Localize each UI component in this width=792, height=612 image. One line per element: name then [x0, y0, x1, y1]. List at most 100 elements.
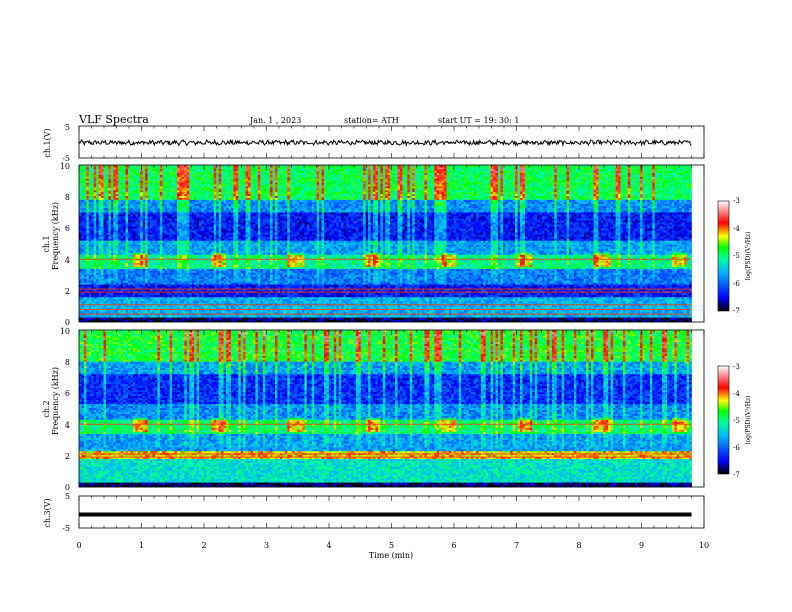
spectrogram-cell	[635, 315, 638, 317]
spectrogram-cell	[601, 311, 604, 313]
spectrogram-cell	[454, 311, 457, 313]
spectrogram-cell	[258, 315, 261, 317]
spectrogram-cell	[344, 315, 347, 317]
spectrogram-cell	[199, 315, 202, 317]
spectrogram-cell	[385, 315, 388, 317]
spectrogram-cell	[94, 317, 97, 320]
spectrogram-cell	[282, 317, 285, 320]
spectrogram-cell	[415, 311, 418, 313]
spectrogram-cell	[569, 317, 572, 320]
spectrogram-cell	[385, 317, 388, 320]
spectrogram-cell	[153, 311, 156, 313]
spectrogram-cell	[179, 311, 182, 313]
spectrogram-cell	[86, 317, 89, 320]
spectrogram-cell	[491, 311, 494, 313]
spectrogram-cell	[84, 315, 87, 317]
spectrogram-cell	[393, 315, 396, 317]
spectrogram-cell	[339, 317, 342, 320]
spectrogram-cell	[439, 315, 442, 317]
spectrogram-cell	[96, 317, 99, 320]
spectrogram-cell	[655, 311, 658, 313]
spectrogram-cell	[170, 315, 173, 317]
spectrogram-cell	[216, 311, 219, 313]
spectrogram-cell	[233, 315, 236, 317]
spectrogram-cell	[351, 317, 354, 320]
spectrogram-cell	[148, 311, 151, 313]
spectrogram-cell	[113, 311, 116, 313]
spectrogram-cell	[562, 315, 565, 317]
spectrogram-cell	[469, 317, 472, 320]
spectrogram-cell	[571, 315, 574, 317]
ch1-voltage-ytick-top: 5	[65, 123, 70, 132]
spectrogram-cell	[594, 317, 597, 320]
spectrogram-cell	[297, 315, 300, 317]
spectrogram-cell	[204, 317, 207, 320]
spectrogram-cell	[145, 315, 148, 317]
spectrogram-cell	[630, 311, 633, 313]
spectrogram-cell	[155, 317, 158, 320]
spectrogram-cell	[260, 311, 263, 313]
spectrogram-cell	[623, 315, 626, 317]
spectrogram-cell	[625, 317, 628, 320]
spectrogram-cell	[537, 317, 540, 320]
spectrogram-cell	[564, 315, 567, 317]
spectrogram-cell	[126, 317, 129, 320]
spectrogram-cell	[167, 315, 170, 317]
spectrogram-cell	[635, 317, 638, 320]
spectrogram-cell	[182, 311, 185, 313]
spectrogram-cell	[682, 317, 685, 320]
spectrogram-cell	[111, 311, 114, 313]
spectrogram-cell	[601, 317, 604, 320]
spectrogram-cell	[618, 315, 621, 317]
spectrogram-cell	[326, 311, 329, 313]
spectrogram-cell	[388, 311, 391, 313]
spectrogram-cell	[157, 315, 160, 317]
spectrogram-cell	[633, 315, 636, 317]
spectrogram-cell	[527, 311, 530, 313]
spectrogram-cell	[339, 311, 342, 313]
ch1-spectrogram	[79, 165, 692, 322]
spectrogram-cell	[371, 317, 374, 320]
spectrogram-cell	[346, 311, 349, 313]
spectrogram-cell	[317, 315, 320, 317]
spectrogram-cell	[251, 311, 254, 313]
spectrogram-cell	[334, 317, 337, 320]
spectrogram-cell	[349, 317, 352, 320]
spectrogram-cell	[130, 315, 133, 317]
spectrogram-cell	[170, 311, 173, 313]
spectrogram-cell	[324, 317, 327, 320]
spectrogram-cell	[380, 317, 383, 320]
spectrogram-cell	[647, 317, 650, 320]
spectrogram-cell	[270, 315, 273, 317]
spectrogram-cell	[665, 315, 668, 317]
spectrogram-cell	[375, 317, 378, 320]
spectrogram-cell	[358, 317, 361, 320]
spectrogram-cell	[170, 317, 173, 320]
spectrogram-cell	[684, 317, 687, 320]
spectrogram-cell	[625, 315, 628, 317]
spectrogram-cell	[255, 315, 258, 317]
spectrogram-cell	[231, 317, 234, 320]
spectrogram-cell	[434, 311, 437, 313]
spectrogram-cell	[412, 315, 415, 317]
spectrogram-cell	[442, 311, 445, 313]
spectrogram-cell	[233, 311, 236, 313]
spectrogram-cell	[383, 311, 386, 313]
spectrogram-cell	[121, 317, 124, 320]
spectrogram-cell	[657, 315, 660, 317]
spectrogram-cell	[645, 317, 648, 320]
spectrogram-cell	[542, 311, 545, 313]
spectrogram-cell	[277, 315, 280, 317]
spectrogram-cell	[219, 311, 222, 313]
spectrogram-cell	[295, 311, 298, 313]
spectrogram-cell	[148, 315, 151, 317]
spectrogram-cell	[228, 315, 231, 317]
ch1-voltage-ylabel: ch.1(V)	[43, 128, 52, 157]
spectrogram-cell	[662, 311, 665, 313]
spectrogram-cell	[608, 311, 611, 313]
spectrogram-cell	[589, 317, 592, 320]
spectrogram-cell	[285, 311, 288, 313]
spectrogram-cell	[488, 311, 491, 313]
spectrogram-cell	[349, 315, 352, 317]
spectrogram-cell	[500, 315, 503, 317]
